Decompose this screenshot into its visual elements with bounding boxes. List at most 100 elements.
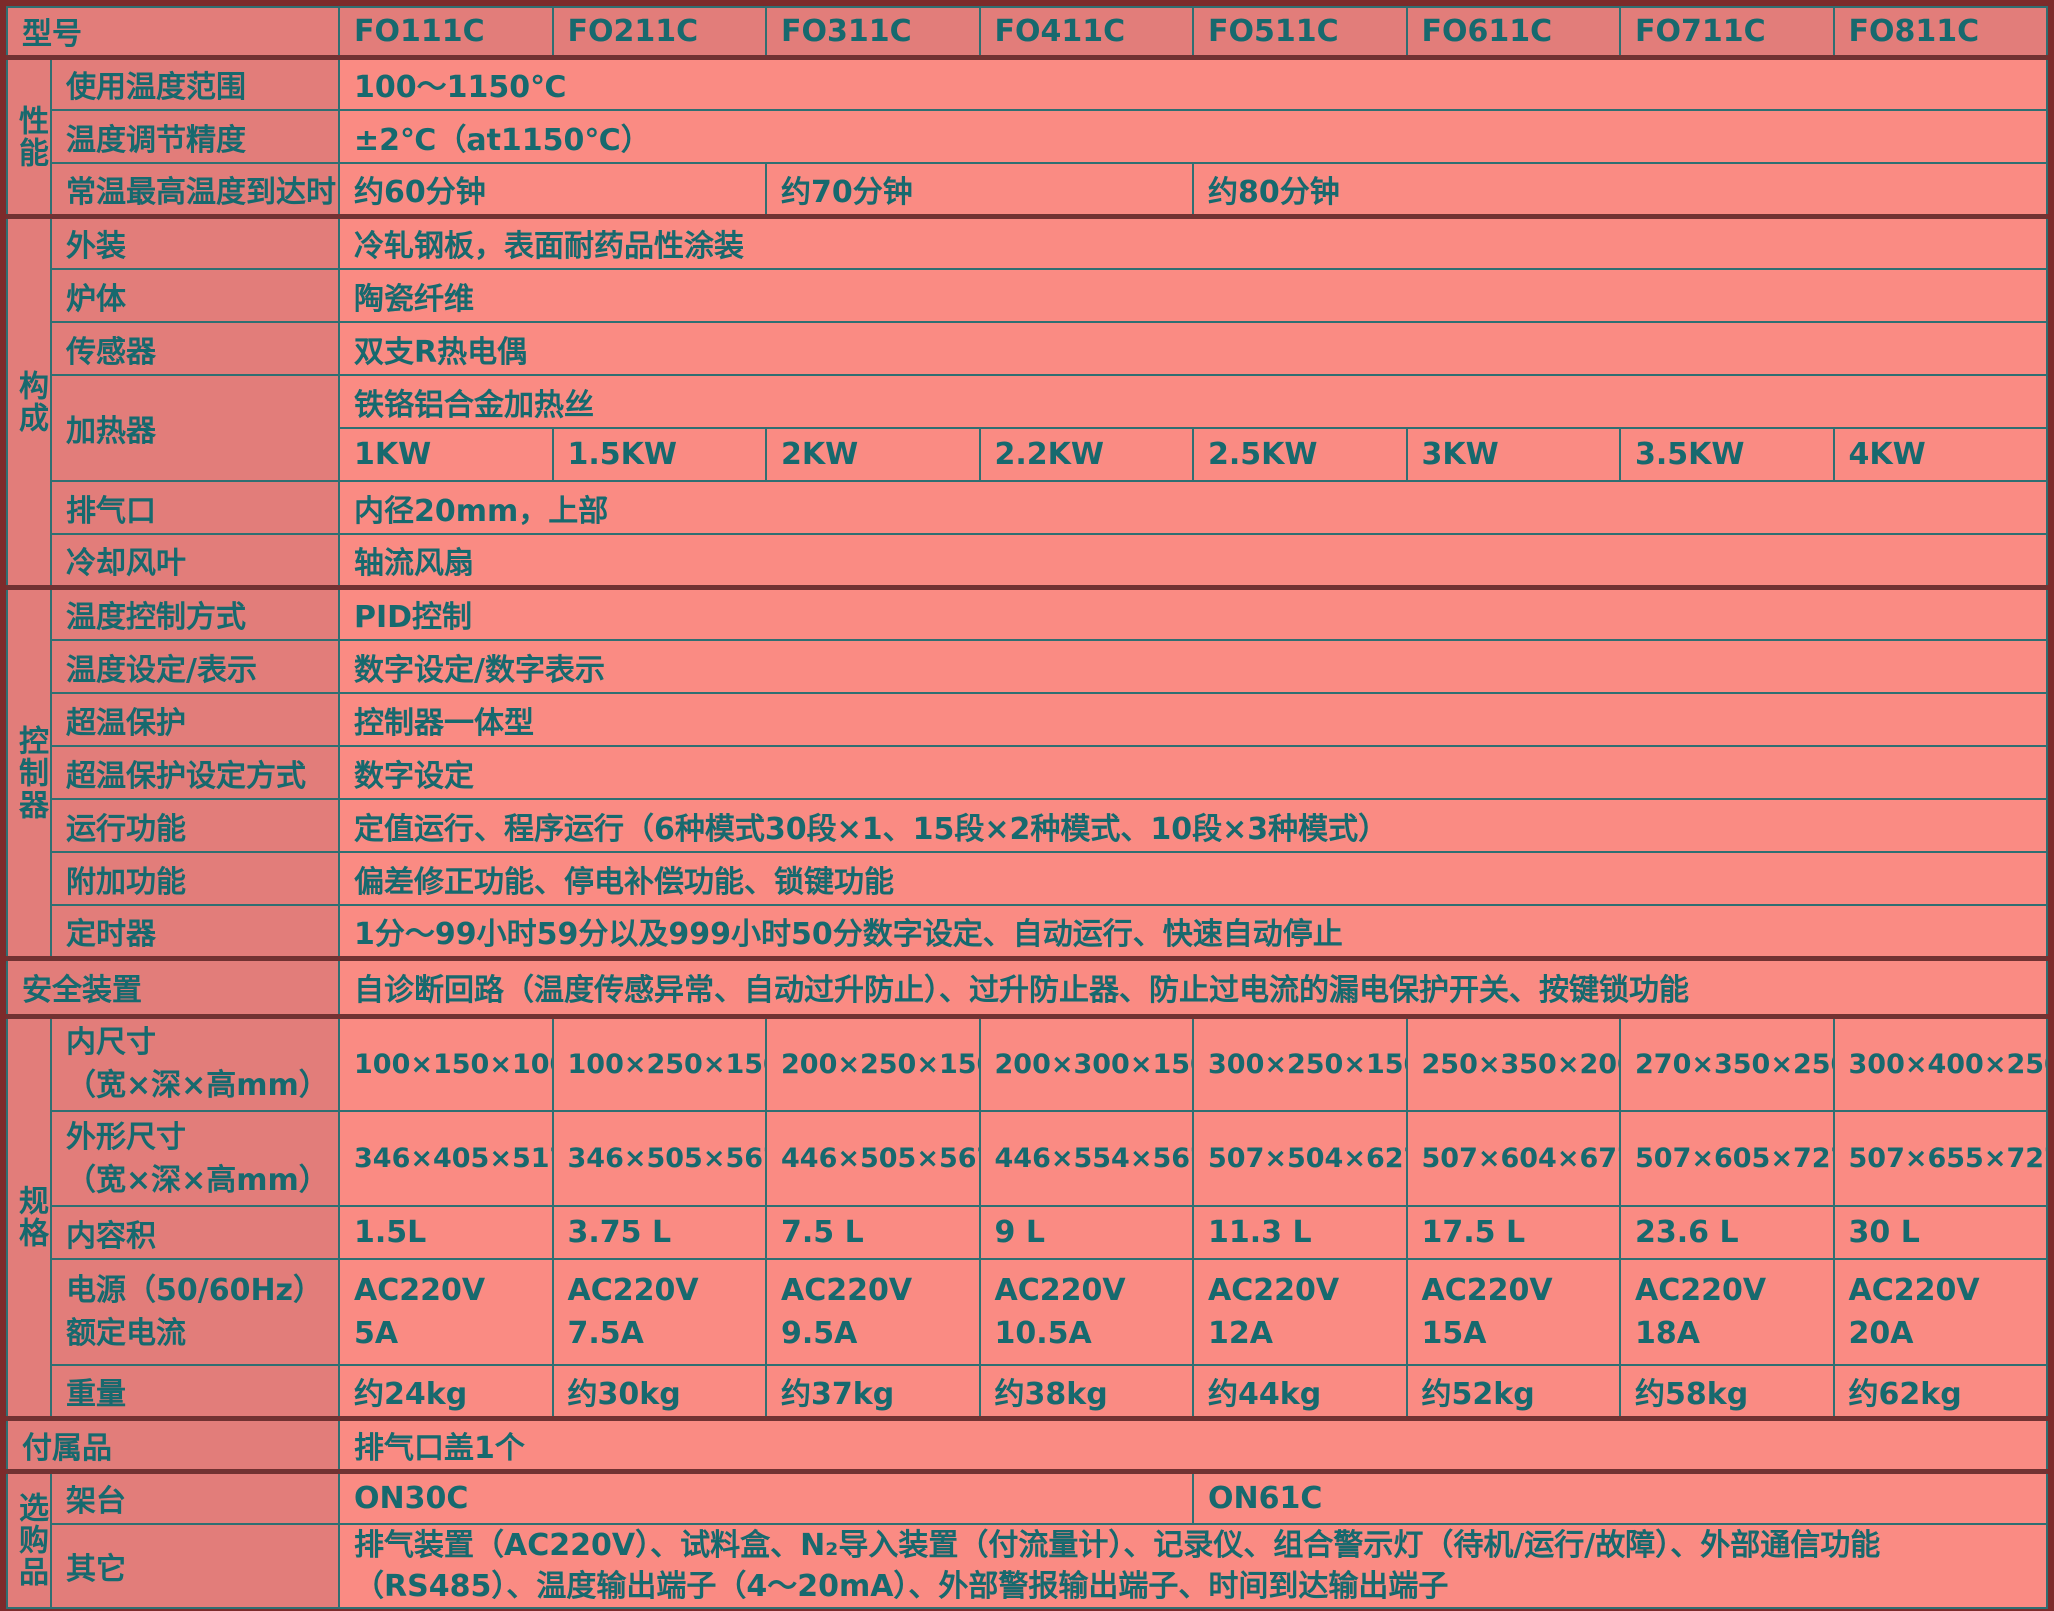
row-label-sensor: 传感器 [50, 321, 340, 376]
row-cooling-fan: 冷却风叶 轴流风扇 [7, 533, 2048, 588]
row-overtemp-protection: 超温保护 控制器一体型 [7, 692, 2048, 747]
value-control-method: PID控制 [338, 584, 2048, 641]
row-accessories: 付属品 排气口盖1个 [6, 1415, 2048, 1472]
value-inner-dims-5: 300×250×150 [1192, 1013, 1408, 1112]
row-temp-range: 性能 使用温度范围 100～1150℃ [6, 54, 2048, 217]
value-inner-dims-1: 100×150×100 [338, 1013, 554, 1112]
row-exhaust: 排气口 内径20mm，上部 [7, 480, 2048, 535]
row-label-outer-dims: 外形尺寸 （宽×深×高mm） [50, 1110, 340, 1207]
value-volume-1: 1.5L [338, 1205, 554, 1260]
value-heater-power-2: 1.5KW [551, 427, 767, 482]
value-outer-dims-8: 507×655×727 [1832, 1110, 2048, 1207]
value-inner-dims-2: 100×250×150 [551, 1013, 767, 1112]
value-volume-6: 17.5 L [1405, 1205, 1621, 1260]
value-additional-functions: 偏差修正功能、停电补偿功能、锁键功能 [338, 851, 2048, 906]
value-power-8: AC220V 20A [1832, 1258, 2048, 1366]
value-weight-8: 约62kg [1832, 1364, 2048, 1419]
row-label-overtemp-protection: 超温保护 [50, 692, 340, 747]
value-volume-3: 7.5 L [765, 1205, 981, 1260]
row-run-functions: 运行功能 定值运行、程序运行（6种模式30段×1、15段×2种模式、10段×3种… [7, 798, 2048, 853]
value-weight-1: 约24kg [338, 1364, 554, 1419]
value-volume-4: 9 L [978, 1205, 1194, 1260]
value-heater-power-7: 3.5KW [1619, 427, 1835, 482]
section-label-controller: 控制器 [6, 584, 52, 959]
row-label-weight: 重量 [50, 1364, 340, 1419]
row-label-timer: 定时器 [50, 904, 340, 959]
value-power-6: AC220V 15A [1405, 1258, 1621, 1366]
row-label-cooling-fan: 冷却风叶 [50, 533, 340, 588]
row-label-temp-range: 使用温度范围 [50, 54, 340, 111]
row-label-others: 其它 [50, 1523, 340, 1609]
value-outer-dims-2: 346×505×567 [551, 1110, 767, 1207]
row-temp-setting: 温度设定/表示 数字设定/数字表示 [7, 639, 2048, 694]
row-label-inner-dims: 内尺寸 （宽×深×高mm） [50, 1013, 340, 1112]
value-power-5: AC220V 12A [1192, 1258, 1408, 1366]
row-label-additional-functions: 附加功能 [50, 851, 340, 906]
row-others: 其它 排气装置（AC220V）、试料盒、N₂导入装置（付流量计）、记录仪、组合警… [7, 1523, 2048, 1609]
value-heater-power-6: 3KW [1405, 427, 1621, 482]
model-header-fo611c: FO611C [1405, 6, 1621, 58]
value-inner-dims-6: 250×350×200 [1405, 1013, 1621, 1112]
row-control-method: 控制器 温度控制方式 PID控制 [6, 584, 2048, 959]
value-others: 排气装置（AC220V）、试料盒、N₂导入装置（付流量计）、记录仪、组合警示灯（… [338, 1523, 2048, 1609]
row-temp-accuracy: 温度调节精度 ±2℃（at1150℃） [7, 109, 2048, 164]
row-stand: 选购品 架台 ON30C ON61C [6, 1468, 2048, 1609]
section-label-specs: 规格 [6, 1013, 52, 1419]
value-exterior: 冷轧钢板，表面耐药品性涂装 [338, 213, 2048, 270]
value-sensor: 双支R热电偶 [338, 321, 2048, 376]
value-outer-dims-6: 507×604×677 [1405, 1110, 1621, 1207]
value-volume-5: 11.3 L [1192, 1205, 1408, 1260]
value-accessories: 排气口盖1个 [338, 1415, 2048, 1472]
row-overtemp-setting: 超温保护设定方式 数字设定 [7, 745, 2048, 800]
value-heater-power-5: 2.5KW [1192, 427, 1408, 482]
value-weight-7: 约58kg [1619, 1364, 1835, 1419]
row-timer: 定时器 1分～99小时59分以及999小时50分数字设定、自动运行、快速自动停止 [7, 904, 2048, 959]
section-label-options: 选购品 [6, 1468, 52, 1609]
row-furnace-body: 炉体 陶瓷纤维 [7, 268, 2048, 323]
row-label-heatup-time: 常温最高温度到达时间 [50, 162, 340, 217]
value-cooling-fan: 轴流风扇 [338, 533, 2048, 588]
row-additional-functions: 附加功能 偏差修正功能、停电补偿功能、锁键功能 [7, 851, 2048, 906]
value-outer-dims-5: 507×504×627 [1192, 1110, 1408, 1207]
value-power-1: AC220V 5A [338, 1258, 554, 1366]
value-stand-on30c: ON30C [338, 1468, 1194, 1525]
row-label-control-method: 温度控制方式 [50, 584, 340, 641]
value-weight-3: 约37kg [765, 1364, 981, 1419]
value-timer: 1分～99小时59分以及999小时50分数字设定、自动运行、快速自动停止 [338, 904, 2048, 959]
row-power: 电源（50/60Hz） 额定电流 AC220V 5A AC220V 7.5A AC22… [7, 1258, 2048, 1366]
row-label-heater: 加热器 [50, 374, 340, 482]
row-safety: 安全装置 自诊断回路（温度传感异常、自动过升防止）、过升防止器、防止过电流的漏电… [6, 955, 2048, 1017]
model-header-fo411c: FO411C [978, 6, 1194, 58]
row-weight: 重量 约24kg 约30kg 约37kg 约38kg 约44kg 约52kg 约… [7, 1364, 2048, 1419]
row-label-exhaust: 排气口 [50, 480, 340, 535]
row-sensor: 传感器 双支R热电偶 [7, 321, 2048, 376]
spec-table: 型号 FO111C FO211C FO311C FO411C FO511C FO… [6, 6, 2048, 1609]
row-label-run-functions: 运行功能 [50, 798, 340, 853]
value-overtemp-protection: 控制器一体型 [338, 692, 2048, 747]
value-power-3: AC220V 9.5A [765, 1258, 981, 1366]
row-exterior: 构成 外装 冷轧钢板，表面耐药品性涂装 [6, 213, 2048, 588]
model-header-fo811c: FO811C [1832, 6, 2048, 58]
value-power-7: AC220V 18A [1619, 1258, 1835, 1366]
value-volume-7: 23.6 L [1619, 1205, 1835, 1260]
row-outer-dims: 外形尺寸 （宽×深×高mm） 346×405×517 346×505×567 44… [7, 1110, 2048, 1207]
value-furnace-body: 陶瓷纤维 [338, 268, 2048, 323]
row-label-stand: 架台 [50, 1468, 340, 1525]
value-temp-accuracy: ±2℃（at1150℃） [338, 109, 2048, 164]
value-inner-dims-3: 200×250×150 [765, 1013, 981, 1112]
value-weight-4: 约38kg [978, 1364, 1194, 1419]
row-label-temp-accuracy: 温度调节精度 [50, 109, 340, 164]
value-temp-setting: 数字设定/数字表示 [338, 639, 2048, 694]
value-outer-dims-1: 346×405×517 [338, 1110, 554, 1207]
value-temp-range: 100～1150℃ [338, 54, 2048, 111]
model-header-fo311c: FO311C [765, 6, 981, 58]
value-heater-power-1: 1KW [338, 427, 554, 482]
row-volume: 内容积 1.5L 3.75 L 7.5 L 9 L 11.3 L 17.5 L … [7, 1205, 2048, 1260]
value-heater-power-8: 4KW [1832, 427, 2048, 482]
section-label-construction: 构成 [6, 213, 52, 588]
model-header-fo111c: FO111C [338, 6, 554, 58]
value-outer-dims-4: 446×554×567 [978, 1110, 1194, 1207]
model-row-label: 型号 [6, 6, 340, 58]
value-overtemp-setting: 数字设定 [338, 745, 2048, 800]
row-label-safety: 安全装置 [6, 955, 340, 1017]
